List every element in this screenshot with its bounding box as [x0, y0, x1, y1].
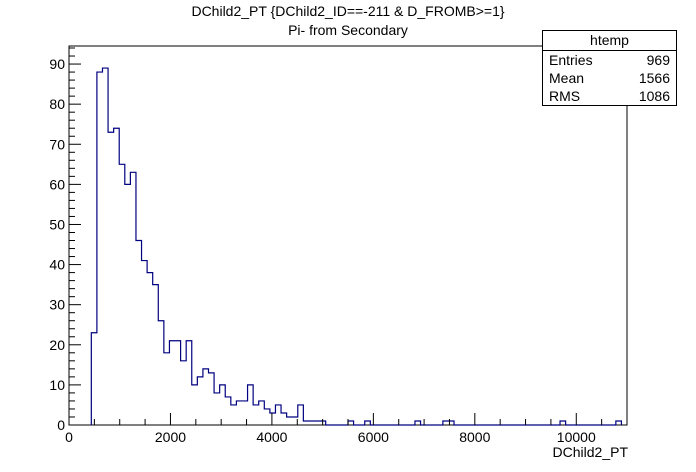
stats-box-name: htemp: [543, 31, 676, 51]
y-tick-label: 10: [49, 377, 65, 393]
chart-title: DChild2_PT {DChild2_ID==-211 & D_FROMB>=…: [191, 3, 505, 19]
stats-row-mean: Mean 1566: [543, 69, 676, 87]
y-tick-label: 0: [57, 417, 65, 433]
histogram-line: [90, 67, 623, 426]
stats-row-entries: Entries 969: [543, 51, 676, 69]
stats-label: Entries: [549, 52, 593, 68]
chart-subtitle: Pi- from Secondary: [288, 22, 408, 38]
histogram-series: [90, 67, 623, 426]
y-tick-label: 60: [49, 176, 65, 192]
y-tick-label: 80: [49, 96, 65, 112]
y-tick-label: 20: [49, 337, 65, 353]
stats-value: 969: [646, 52, 670, 68]
y-axis: 0 10 20 30 40 50 60 70 80 90: [49, 47, 81, 433]
stats-value: 1566: [638, 70, 670, 86]
x-tick-label: 6000: [358, 429, 389, 445]
x-tick-label: 2000: [155, 429, 186, 445]
x-axis: 0 2000 4000 6000 8000 10000: [65, 413, 628, 445]
x-tick-label: 8000: [459, 429, 490, 445]
y-tick-label: 70: [49, 136, 65, 152]
x-tick-label: 4000: [256, 429, 287, 445]
stats-row-rms: RMS 1086: [543, 87, 676, 105]
stats-label: Mean: [549, 70, 585, 86]
x-tick-label: 10000: [557, 429, 596, 445]
x-tick-label: 0: [65, 429, 73, 445]
y-tick-label: 50: [49, 216, 65, 232]
x-axis-title: DChild2_PT: [552, 444, 628, 460]
y-tick-label: 40: [49, 257, 65, 273]
stats-box: htemp Entries 969 Mean 1566 RMS 1086: [542, 30, 677, 106]
y-tick-label: 30: [49, 297, 65, 313]
stats-value: 1086: [638, 88, 670, 104]
stats-label: RMS: [549, 88, 581, 104]
y-tick-label: 90: [49, 56, 65, 72]
